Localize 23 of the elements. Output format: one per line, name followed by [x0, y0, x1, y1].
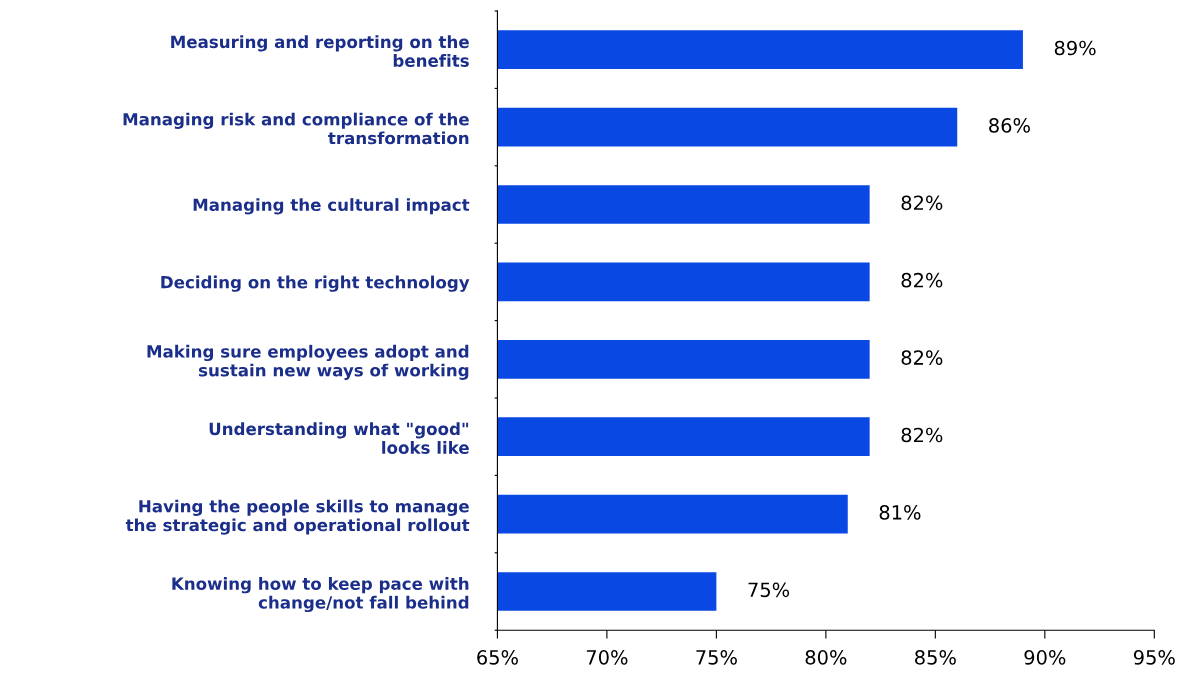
data-label: 82% — [901, 427, 943, 443]
x-tick-label: 75% — [696, 650, 737, 665]
y-tick-label: Understanding what "good" looks like — [209, 422, 469, 454]
x-tick-label: 70% — [586, 650, 628, 665]
y-tick-label: Having the people skills to manage the strategic and operational rollout — [125, 499, 470, 535]
y-tick-label: Managing risk and compliance of the transformation — [123, 112, 469, 145]
y-tick-label: Knowing how to keep pace with change/not fall behind — [172, 577, 469, 613]
y-tick-label: Managing the cultural impact — [193, 198, 470, 215]
data-label: 82% — [901, 195, 943, 211]
y-tick-label: Deciding on the right technology — [161, 275, 470, 292]
data-label: 86% — [989, 118, 1030, 133]
x-tick-label: 80% — [805, 650, 847, 665]
x-tick-label: 95% — [1133, 650, 1175, 665]
data-label: 81% — [879, 505, 921, 520]
data-label: 82% — [901, 272, 943, 288]
x-tick-label: 90% — [1024, 650, 1066, 665]
data-label: 75% — [748, 582, 790, 598]
y-tick-label: Measuring and reporting on the benefits — [171, 35, 469, 67]
x-tick-label: 65% — [477, 650, 518, 665]
x-tick-label: 85% — [915, 650, 956, 665]
data-label: 82% — [901, 350, 943, 365]
data-label: 89% — [1054, 40, 1096, 56]
y-tick-label: Making sure employees adopt and sustain new ways of working — [147, 344, 469, 380]
